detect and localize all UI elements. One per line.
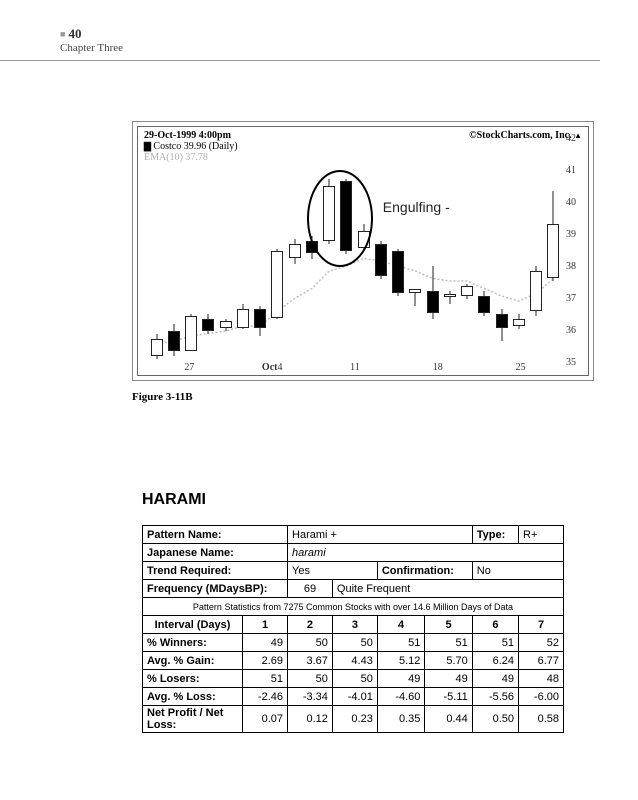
candlestick-chart: 29-Oct-1999 4:00pm ©StockCharts.com, Inc… [137,126,589,376]
table-cell: 2.69 [243,652,288,670]
table-cell: 49 [472,670,518,688]
table-cell: % Winners: [143,634,243,652]
table-cell: Avg. % Loss: [143,688,243,706]
table-cell: Harami + [288,526,473,544]
table-cell: 51 [243,670,288,688]
square-bullet-icon: ■ [60,29,65,39]
annotation-text: Engulfing - [383,199,450,215]
table-cell: Interval (Days) [143,616,243,634]
table-cell: -4.01 [332,688,377,706]
chart-date: 29-Oct-1999 4:00pm [144,130,231,141]
table-cell: 50 [332,634,377,652]
table-cell: 5 [425,616,472,634]
chart-title: ▇ Costco 39.96 (Daily) [138,141,588,152]
table-cell: -2.46 [243,688,288,706]
table-cell: -5.11 [425,688,472,706]
table-cell: 50 [288,634,333,652]
table-cell: 51 [472,634,518,652]
table-cell: 52 [519,634,564,652]
chart-container: 29-Oct-1999 4:00pm ©StockCharts.com, Inc… [132,121,594,381]
table-cell: 49 [377,670,425,688]
y-axis: 4241403938373635 [566,139,588,363]
ema-line-path [148,161,562,361]
table-cell: 51 [425,634,472,652]
table-cell: 5.12 [377,652,425,670]
page-header: ■ 40 Chapter Three [0,0,600,61]
table-cell: 0.44 [425,706,472,733]
table-cell: 49 [243,634,288,652]
table-cell: 4.43 [332,652,377,670]
table-cell: harami [288,544,564,562]
table-cell: -4.60 [377,688,425,706]
table-cell: Net Profit / Net Loss: [143,706,243,733]
series-marker-icon: ▇ [144,141,151,151]
table-cell: 3 [332,616,377,634]
table-cell: 2 [288,616,333,634]
table-cell: Pattern Statistics from 7275 Common Stoc… [143,598,564,616]
table-cell: 69 [288,580,333,598]
table-cell: 0.58 [519,706,564,733]
x-axis: 27Oct4111825 [148,362,562,373]
table-cell: -5.56 [472,688,518,706]
table-cell: 0.23 [332,706,377,733]
table-cell: 51 [377,634,425,652]
table-cell: Avg. % Gain: [143,652,243,670]
table-cell: Type: [472,526,518,544]
page-number: 40 [68,26,81,41]
table-cell: Confirmation: [377,562,472,580]
table-cell: No [472,562,563,580]
page-number-row: ■ 40 [60,26,600,42]
table-cell: 0.07 [243,706,288,733]
x-tick-label: 25 [479,362,562,373]
table-cell: -6.00 [519,688,564,706]
x-tick-label: 11 [314,362,397,373]
table-cell: Quite Frequent [332,580,563,598]
table-cell: 6 [472,616,518,634]
table-cell: 6.24 [472,652,518,670]
x-tick-label: Oct4 [231,362,314,373]
table-cell: 0.35 [377,706,425,733]
table-cell: 4 [377,616,425,634]
table-cell: Frequency (MDaysBP): [143,580,288,598]
table-cell: 0.50 [472,706,518,733]
section-title: HARAMI [142,491,638,509]
table-cell: Pattern Name: [143,526,288,544]
table-cell: 6.77 [519,652,564,670]
table-cell: 1 [243,616,288,634]
figure-caption: Figure 3-11B [132,391,638,403]
x-tick-label: 27 [148,362,231,373]
table-cell: 5.70 [425,652,472,670]
table-cell: 49 [425,670,472,688]
table-cell: 48 [519,670,564,688]
table-cell: % Losers: [143,670,243,688]
table-cell: R+ [519,526,564,544]
table-cell: Yes [288,562,378,580]
table-cell: Trend Required: [143,562,288,580]
table-cell: -3.34 [288,688,333,706]
table-cell: Japanese Name: [143,544,288,562]
pattern-stats-table: Pattern Name:Harami +Type:R+ Japanese Nam… [142,525,564,733]
table-cell: 3.67 [288,652,333,670]
x-tick-label: 18 [396,362,479,373]
table-cell: 7 [519,616,564,634]
table-cell: 50 [288,670,333,688]
table-cell: 0.12 [288,706,333,733]
table-cell: 50 [332,670,377,688]
chapter-name: Chapter Three [60,42,600,54]
chart-plot-area: Engulfing - [148,161,562,361]
